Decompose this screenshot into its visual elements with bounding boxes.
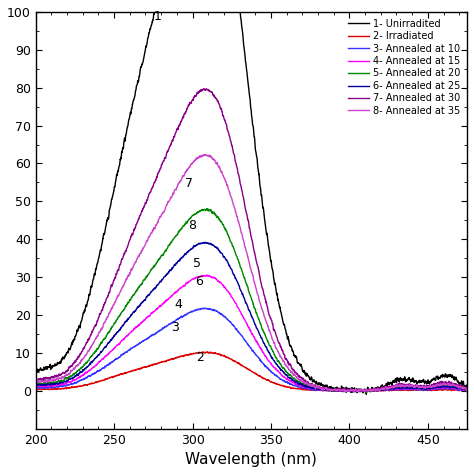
2- Irradiated <box>452 387 457 392</box>
7- Annealed at 30 <box>231 152 237 157</box>
8- Annealed at 35 <box>452 383 457 388</box>
7- Annealed at 30 <box>55 374 61 379</box>
Line: 1- Unirradited: 1- Unirradited <box>36 0 467 394</box>
3- Annealed at 10 <box>33 384 38 390</box>
5- Annealed at 20 <box>452 384 457 390</box>
7- Annealed at 30 <box>33 376 38 382</box>
4- Annealed at 15 <box>231 298 237 304</box>
3- Annealed at 10 <box>231 323 237 329</box>
2- Irradiated <box>373 387 379 393</box>
8- Annealed at 35 <box>231 204 237 210</box>
3- Annealed at 10 <box>201 305 207 311</box>
8- Annealed at 35 <box>464 388 470 393</box>
4- Annealed at 15 <box>55 382 61 388</box>
Line: 8- Annealed at 35: 8- Annealed at 35 <box>36 155 467 392</box>
Line: 6- Annealed at 25: 6- Annealed at 25 <box>36 242 467 392</box>
3- Annealed at 10 <box>243 338 248 344</box>
7- Annealed at 30 <box>344 390 349 395</box>
5- Annealed at 20 <box>364 390 370 395</box>
2- Irradiated <box>33 387 38 392</box>
2- Irradiated <box>55 386 61 392</box>
6- Annealed at 25 <box>202 239 208 245</box>
6- Annealed at 25 <box>452 385 457 391</box>
4- Annealed at 15 <box>356 389 361 394</box>
Line: 4- Annealed at 15: 4- Annealed at 15 <box>36 275 467 392</box>
Text: 8: 8 <box>189 219 197 232</box>
7- Annealed at 30 <box>373 386 379 392</box>
3- Annealed at 10 <box>452 386 457 392</box>
5- Annealed at 20 <box>204 206 210 211</box>
8- Annealed at 35 <box>243 246 248 251</box>
4- Annealed at 15 <box>204 272 210 278</box>
7- Annealed at 30 <box>243 207 248 213</box>
8- Annealed at 35 <box>373 387 379 392</box>
7- Annealed at 30 <box>452 382 458 387</box>
2- Irradiated <box>200 349 206 355</box>
4- Annealed at 15 <box>452 385 457 391</box>
3- Annealed at 10 <box>464 387 470 393</box>
Text: 6: 6 <box>195 275 203 289</box>
5- Annealed at 20 <box>231 247 237 253</box>
5- Annealed at 20 <box>33 381 38 387</box>
8- Annealed at 35 <box>452 383 458 389</box>
2- Irradiated <box>231 358 237 364</box>
6- Annealed at 25 <box>231 273 237 278</box>
4- Annealed at 15 <box>452 386 458 392</box>
4- Annealed at 15 <box>243 319 248 324</box>
6- Annealed at 25 <box>373 387 379 393</box>
1- Unirradited <box>452 376 458 382</box>
5- Annealed at 20 <box>452 384 458 390</box>
3- Annealed at 10 <box>340 389 346 395</box>
6- Annealed at 25 <box>33 383 38 388</box>
6- Annealed at 25 <box>464 387 470 392</box>
5- Annealed at 20 <box>243 279 248 285</box>
5- Annealed at 20 <box>464 389 470 395</box>
2- Irradiated <box>452 387 458 393</box>
3- Annealed at 10 <box>55 384 61 390</box>
7- Annealed at 30 <box>452 382 457 387</box>
2- Irradiated <box>243 365 248 371</box>
8- Annealed at 35 <box>55 376 61 382</box>
1- Unirradited <box>452 377 457 383</box>
1- Unirradited <box>373 386 379 392</box>
7- Annealed at 30 <box>464 386 470 392</box>
1- Unirradited <box>464 382 470 387</box>
Text: 4: 4 <box>174 298 182 311</box>
X-axis label: Wavelength (nm): Wavelength (nm) <box>185 452 317 467</box>
6- Annealed at 25 <box>55 381 61 386</box>
3- Annealed at 10 <box>373 388 379 393</box>
Text: 2: 2 <box>196 351 204 364</box>
6- Annealed at 25 <box>452 385 458 391</box>
4- Annealed at 15 <box>464 388 470 394</box>
8- Annealed at 35 <box>33 379 38 384</box>
2- Irradiated <box>369 389 375 394</box>
2- Irradiated <box>464 387 470 393</box>
3- Annealed at 10 <box>452 386 458 392</box>
8- Annealed at 35 <box>203 152 209 157</box>
1- Unirradited <box>33 366 38 372</box>
4- Annealed at 15 <box>373 388 379 393</box>
7- Annealed at 30 <box>203 86 209 91</box>
Text: 5: 5 <box>193 256 201 270</box>
Line: 3- Annealed at 10: 3- Annealed at 10 <box>36 308 467 392</box>
1- Unirradited <box>55 360 61 365</box>
Line: 7- Annealed at 30: 7- Annealed at 30 <box>36 89 467 392</box>
Line: 5- Annealed at 20: 5- Annealed at 20 <box>36 209 467 392</box>
1- Unirradited <box>243 59 248 65</box>
8- Annealed at 35 <box>351 389 357 394</box>
Line: 2- Irradiated: 2- Irradiated <box>36 352 467 392</box>
Text: 3: 3 <box>172 321 179 334</box>
4- Annealed at 15 <box>33 383 38 389</box>
Text: 7: 7 <box>185 177 193 190</box>
6- Annealed at 25 <box>352 389 358 394</box>
1- Unirradited <box>364 392 369 397</box>
6- Annealed at 25 <box>243 300 248 306</box>
Text: 1: 1 <box>154 10 162 23</box>
5- Annealed at 20 <box>373 387 379 392</box>
Legend: 1- Unirradited, 2- Irradiated, 3- Annealed at 10, 4- Annealed at 15, 5- Annealed: 1- Unirradited, 2- Irradiated, 3- Anneal… <box>346 17 462 118</box>
5- Annealed at 20 <box>55 379 61 385</box>
